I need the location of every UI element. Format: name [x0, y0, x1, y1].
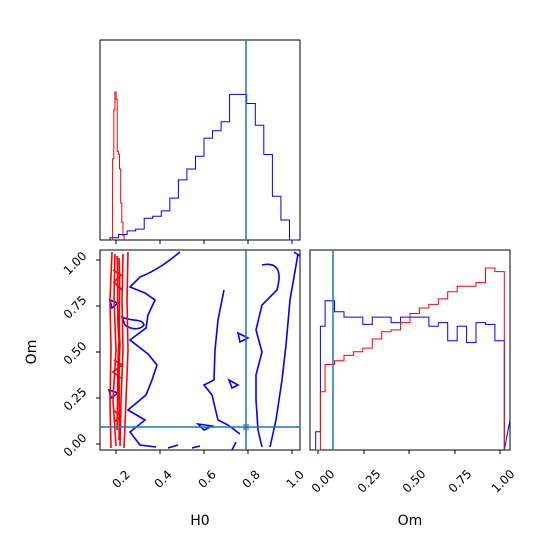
om-marginal-panel: 0.00 0.25 0.50 0.75 1.00 Om: [309, 249, 518, 529]
om-x-tick-label: 0.75: [446, 467, 475, 496]
blue-contour-outer-left: [126, 251, 181, 448]
red-contours: [109, 251, 129, 449]
blue-contour-right-outer: [269, 253, 299, 448]
contour-frame: [99, 249, 301, 451]
blue-contour-right-inner: [202, 289, 241, 435]
red-contour-wiggles: [111, 269, 124, 423]
x-axis-label-om: Om: [398, 513, 423, 529]
contour-y-tick-label: 0.75: [61, 293, 90, 322]
om-x-tick-label: 0.00: [309, 467, 338, 496]
blue-contour-small-1: [236, 331, 250, 344]
contour-y-tick-label: 0.00: [61, 431, 90, 460]
h0-blue-histogram: [109, 93, 298, 241]
om-blue-histogram: [315, 300, 511, 451]
contour-x-tick-label: 0.8: [239, 467, 262, 490]
blue-contour-right-mid: [255, 263, 280, 448]
blue-contour-inner-left: [120, 315, 145, 330]
h0-marginal-frame: [99, 39, 301, 241]
om-marginal-frame: [309, 249, 511, 451]
blue-contour-top-edge: [293, 251, 301, 257]
om-x-tick-label: 1.00: [489, 467, 518, 496]
contour-x-tick-label: 0.2: [109, 467, 132, 490]
om-x-tick-label: 0.25: [355, 467, 384, 496]
om-marginal-x-ticks: [317, 450, 501, 454]
h0-marginal-panel: [99, 39, 301, 244]
contour-y-tick-label: 0.50: [61, 339, 90, 368]
contour-panel: 0.2 0.4 0.6 0.8 1.0 0.00 0.25 0.50 0.75 …: [24, 249, 307, 529]
om-red-histogram: [315, 267, 505, 451]
contour-x-tick-label: 0.4: [151, 467, 174, 490]
blue-contours: [107, 251, 301, 451]
contour-x-ticks: [115, 450, 293, 454]
om-x-tick-label: 0.50: [400, 467, 429, 496]
blue-contour-small-2: [227, 378, 240, 390]
contour-x-tick-label: 0.6: [195, 467, 218, 490]
y-axis-label-om: Om: [24, 340, 40, 365]
contour-x-tick-label: 1.0: [283, 467, 306, 490]
contour-y-tick-label: 1.00: [61, 249, 90, 278]
h0-red-histogram: [111, 91, 125, 241]
h0-marginal-ticks: [115, 240, 293, 244]
x-axis-label-h0: H0: [190, 513, 209, 529]
contour-truth-marker: [243, 424, 249, 430]
blue-contour-bottom: [167, 441, 237, 451]
contour-y-tick-label: 0.25: [61, 385, 90, 414]
contour-y-ticks: [96, 259, 100, 445]
red-contour-outer: [109, 251, 129, 449]
